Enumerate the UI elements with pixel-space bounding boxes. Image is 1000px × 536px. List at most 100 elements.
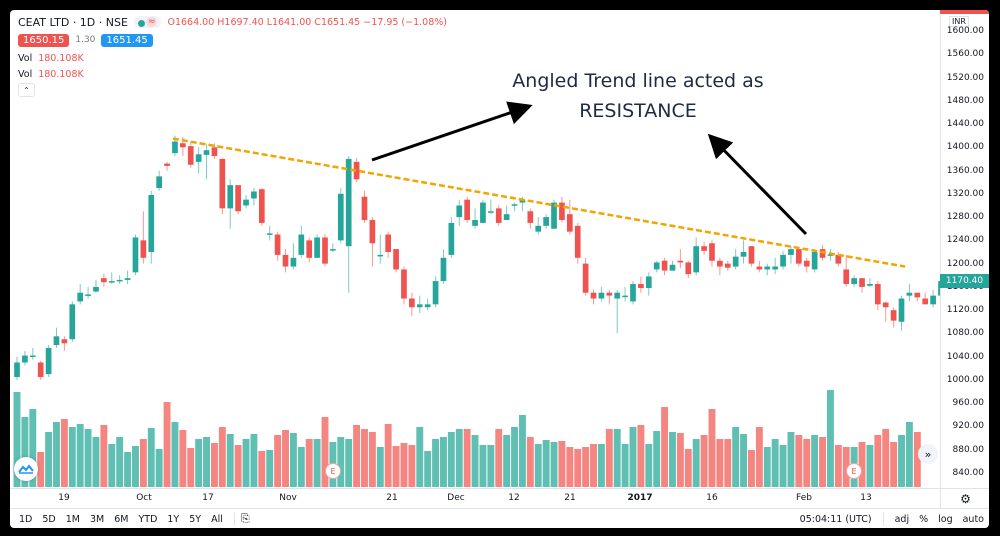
- volume-bar: [21, 417, 29, 487]
- symbol-title[interactable]: CEAT LTD · 1D · NSE: [18, 15, 128, 29]
- range-button-6m[interactable]: 6M: [114, 513, 129, 525]
- range-button-1y[interactable]: 1Y: [167, 513, 180, 525]
- range-button-ytd[interactable]: YTD: [138, 513, 158, 525]
- volume-bar: [708, 409, 716, 487]
- candle: [330, 243, 336, 252]
- volume-bar: [266, 450, 274, 487]
- volume-bar: [424, 451, 432, 487]
- volume-bar: [590, 444, 597, 487]
- go-to-date-button[interactable]: ⎘: [241, 512, 250, 526]
- candle: [251, 188, 257, 206]
- candle: [369, 217, 376, 267]
- candle: [132, 234, 139, 276]
- volume-bar: [716, 439, 724, 487]
- volume-bar: [282, 430, 289, 487]
- volume-bar: [905, 422, 913, 487]
- currency-label[interactable]: INR: [949, 16, 969, 27]
- candle: [61, 336, 68, 351]
- volume-bar: [700, 435, 708, 487]
- volume-bar: [803, 439, 811, 487]
- scroll-to-realtime-button[interactable]: »: [918, 444, 938, 464]
- clock-timezone[interactable]: 05:04:11 (UTC): [799, 513, 872, 525]
- volume-bar: [495, 429, 503, 487]
- adj-toggle[interactable]: adj: [894, 513, 910, 525]
- volume-bar: [503, 435, 511, 487]
- sell-price-button[interactable]: 1650.15: [18, 33, 70, 47]
- chart-window: CEAT LTD · 1D · NSE ≈ O1664.00 H1697.40 …: [10, 10, 989, 528]
- candle: [772, 257, 778, 275]
- candle: [495, 205, 502, 226]
- candle: [653, 260, 660, 273]
- candle: [922, 292, 929, 305]
- range-button-all[interactable]: All: [211, 513, 223, 525]
- time-tick: 2017: [627, 493, 653, 503]
- volume-bar: [108, 444, 116, 487]
- candle: [148, 190, 155, 264]
- candle: [22, 350, 28, 366]
- candle: [298, 225, 305, 258]
- range-button-1d[interactable]: 1D: [19, 513, 33, 525]
- divider: [233, 512, 235, 526]
- annotation-arrow-left: [371, 101, 533, 162]
- candle: [764, 263, 771, 276]
- candle: [53, 327, 60, 348]
- time-axis[interactable]: 19 Oct 17 Nov 21 Dec 12 21 2017 16 Feb 13: [10, 488, 940, 509]
- price-tick: 1000.00: [946, 374, 984, 385]
- log-toggle[interactable]: log: [938, 513, 953, 525]
- last-price-label: 1170.40: [940, 273, 989, 288]
- volume-bar: [53, 422, 60, 487]
- price-tick: 1480.00: [946, 95, 984, 106]
- price-tick: 1200.00: [946, 258, 984, 269]
- auto-toggle[interactable]: auto: [962, 513, 984, 525]
- volume-bar: [455, 429, 463, 487]
- candle: [306, 237, 313, 263]
- market-status-pill[interactable]: ≈: [133, 16, 162, 28]
- candle: [227, 179, 234, 229]
- volume-bar: [487, 445, 495, 487]
- candle: [606, 289, 613, 305]
- candle: [582, 257, 589, 296]
- volume-bar: [155, 449, 163, 487]
- earnings-event-icon[interactable]: E: [846, 463, 862, 479]
- volume-bar: [566, 447, 574, 487]
- candle: [45, 345, 52, 378]
- volume-bar: [29, 409, 37, 487]
- volume-bar: [147, 428, 155, 487]
- percent-toggle[interactable]: %: [919, 513, 929, 525]
- tradingview-logo[interactable]: [14, 457, 38, 481]
- range-button-5y[interactable]: 5Y: [189, 513, 202, 525]
- range-button-3m[interactable]: 3M: [89, 513, 105, 525]
- volume-bar: [819, 437, 826, 487]
- candle: [566, 199, 573, 235]
- candle: [503, 205, 510, 221]
- volume-bar: [242, 439, 250, 487]
- candle: [140, 211, 147, 264]
- volume-bar: [858, 442, 866, 487]
- collapse-legend-button[interactable]: ⌃: [18, 83, 35, 97]
- price-axis[interactable]: INR 1600.00 1560.00 1520.00 1480.00 1440.00 1…: [940, 10, 989, 488]
- candle: [456, 199, 463, 226]
- chart-settings-button[interactable]: ⚙: [940, 488, 989, 509]
- candle: [756, 260, 763, 273]
- candle: [409, 292, 415, 316]
- candle: [424, 298, 431, 311]
- volume-bar: [45, 432, 53, 487]
- earnings-event-icon[interactable]: E: [325, 463, 341, 479]
- range-button-5d[interactable]: 5D: [42, 513, 56, 525]
- volume-bar: [139, 439, 147, 487]
- range-button-1m[interactable]: 1M: [65, 513, 80, 525]
- buy-price-button[interactable]: 1651.45: [101, 33, 153, 47]
- candle: [890, 307, 897, 328]
- volume-bar: [361, 429, 368, 487]
- annotation-text: Angled Trend line acted as RESISTANCE: [488, 66, 788, 126]
- volume-bar: [179, 430, 187, 487]
- volume-bar: [132, 446, 139, 487]
- resistance-trendline[interactable]: [172, 137, 906, 268]
- candle: [211, 143, 218, 159]
- chart-canvas[interactable]: [10, 10, 940, 488]
- volume-bar: [187, 448, 195, 487]
- volume-bar: [629, 427, 637, 487]
- candle: [527, 208, 534, 229]
- spread-value: 1.30: [75, 35, 96, 45]
- annotation-line-2: RESISTANCE: [579, 100, 697, 122]
